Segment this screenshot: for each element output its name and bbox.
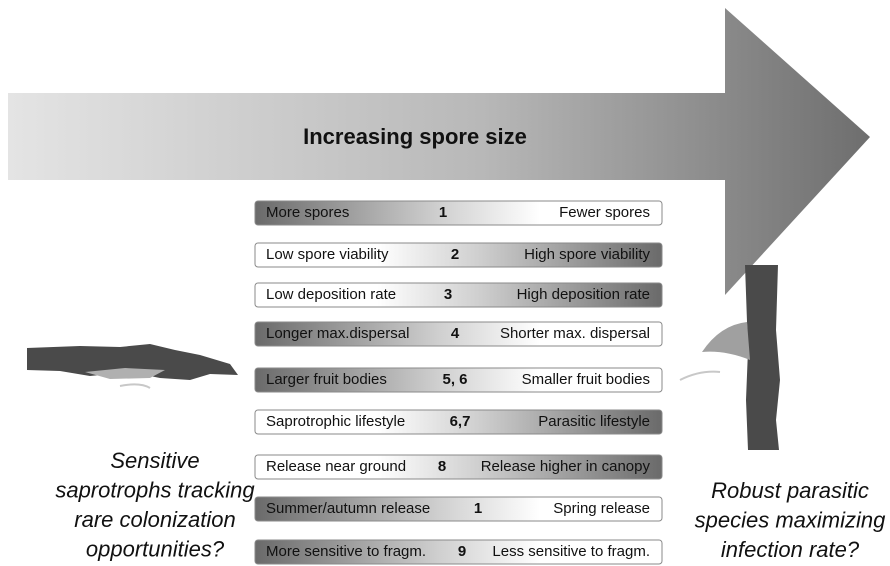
trunk-illustration [679, 265, 780, 450]
trait-row: Larger fruit bodies 5, 6 Smaller fruit bod… [254, 367, 663, 393]
trait-bar [254, 539, 663, 565]
left-caption: saprotrophs tracking [55, 477, 255, 502]
trait-ref: 1 [439, 204, 447, 221]
trait-row: Longer max.dispersal 4 Shorter max. disper… [254, 321, 663, 347]
left-caption: Sensitive [110, 448, 199, 473]
trait-bar [254, 321, 663, 347]
trait-left: More spores [266, 204, 349, 221]
arrow-label: Increasing spore size [303, 124, 527, 149]
trait-left: Release near ground [266, 458, 406, 475]
trait-row: More sensitive to fragm. 9 Less sensitive … [254, 539, 663, 565]
trait-left: Summer/autumn release [266, 500, 430, 517]
trait-bar [254, 454, 663, 480]
log-illustration [27, 344, 238, 389]
trait-ref: 6,7 [450, 413, 471, 430]
trait-right: Parasitic lifestyle [538, 413, 650, 430]
trait-left: Low deposition rate [266, 286, 396, 303]
arrow [8, 8, 870, 295]
trait-ref: 9 [458, 543, 466, 560]
trait-right: Release higher in canopy [481, 458, 651, 475]
left-caption: opportunities? [86, 536, 225, 561]
trait-bar [254, 282, 663, 308]
right-caption: species maximizing [695, 507, 886, 532]
trait-right: Smaller fruit bodies [522, 371, 650, 388]
trait-right: High spore viability [524, 246, 650, 263]
trait-ref: 4 [451, 325, 460, 342]
left-caption: rare colonization [74, 507, 235, 532]
trait-row: Low deposition rate 3 High deposition rate [254, 282, 663, 308]
trait-bar [254, 409, 663, 435]
trait-right: Fewer spores [559, 204, 650, 221]
trait-right: Less sensitive to fragm. [492, 543, 650, 560]
trait-row: Saprotrophic lifestyle 6,7 Parasitic lifes… [254, 409, 663, 435]
trait-right: High deposition rate [517, 286, 650, 303]
trait-right: Shorter max. dispersal [500, 325, 650, 342]
trait-bar [254, 242, 663, 268]
trait-ref: 1 [474, 500, 482, 517]
trait-row: Release near ground 8 Release higher in ca… [254, 454, 663, 480]
trait-bar [254, 496, 663, 522]
trait-ref: 8 [438, 458, 446, 475]
trait-ref: 3 [444, 286, 452, 303]
trait-left: Low spore viability [266, 246, 389, 263]
right-caption: infection rate? [721, 537, 860, 562]
trait-bar [254, 367, 663, 393]
trait-row: Summer/autumn release 1 Spring release [254, 496, 663, 522]
trait-ref: 5, 6 [442, 371, 467, 388]
trait-right: Spring release [553, 500, 650, 517]
trait-left: Larger fruit bodies [266, 371, 387, 388]
trait-bar [254, 200, 663, 226]
trait-left: Longer max.dispersal [266, 325, 409, 342]
trait-left: Saprotrophic lifestyle [266, 413, 405, 430]
trait-left: More sensitive to fragm. [266, 543, 426, 560]
right-caption: Robust parasitic [711, 478, 869, 503]
trait-row: More spores 1 Fewer spores [254, 200, 663, 226]
trait-ref: 2 [451, 246, 459, 263]
trait-row: Low spore viability 2 High spore viability [254, 242, 663, 268]
